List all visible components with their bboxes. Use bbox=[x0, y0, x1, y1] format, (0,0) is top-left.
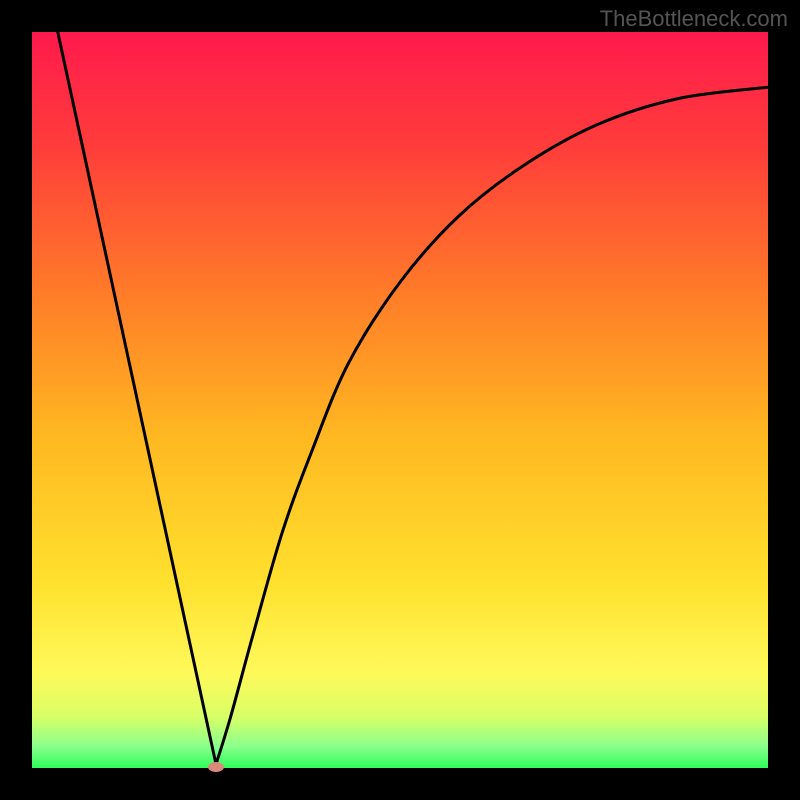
attribution-text: TheBottleneck.com bbox=[600, 6, 788, 32]
bottleneck-chart: TheBottleneck.com bbox=[0, 0, 800, 800]
chart-svg bbox=[0, 0, 800, 800]
